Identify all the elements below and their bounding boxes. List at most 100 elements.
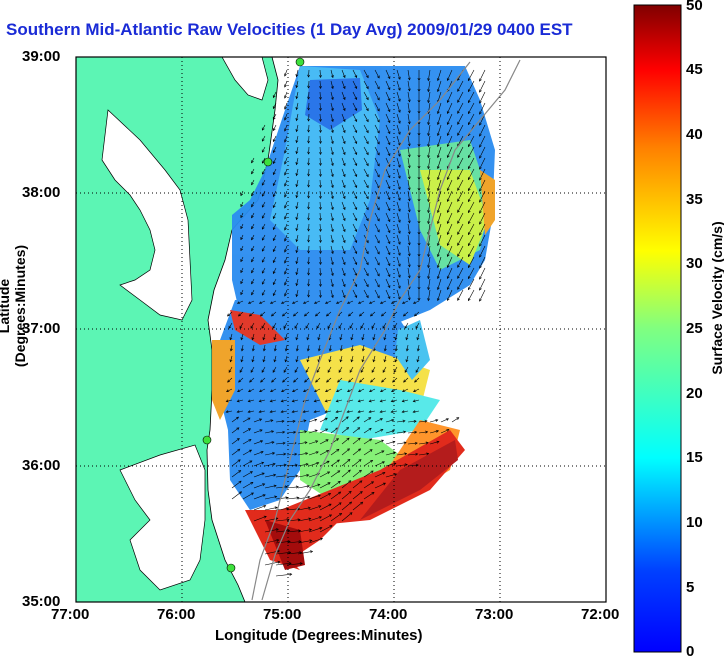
velocity-arrow-head (262, 348, 266, 352)
velocity-arrow-head (401, 399, 405, 403)
velocity-arrow (259, 300, 266, 304)
velocity-arrow (468, 102, 475, 114)
velocity-arrow-head (405, 348, 409, 352)
velocity-arrow-head (319, 206, 322, 211)
velocity-arrow-head (319, 195, 322, 200)
velocity-arrow (325, 399, 332, 402)
velocity-arrow (275, 475, 287, 478)
velocity-arrow (348, 377, 354, 383)
velocity-arrow-head (225, 399, 229, 403)
velocity-arrow (341, 102, 346, 111)
velocity-arrow (262, 157, 266, 164)
velocity-arrow-head (240, 359, 244, 363)
velocity-arrow-head (260, 440, 264, 443)
velocity-arrow (359, 311, 365, 317)
velocity-arrow-head (436, 122, 440, 126)
velocity-arrow-head (387, 142, 391, 146)
velocity-arrow-head (342, 206, 346, 211)
velocity-arrow (374, 245, 380, 255)
velocity-arrow-head (251, 171, 254, 175)
velocity-arrow (330, 168, 334, 177)
velocity-arrow (329, 344, 332, 351)
velocity-arrow (231, 491, 242, 500)
velocity-arrow (308, 212, 310, 221)
velocity-arrow (437, 179, 442, 191)
velocity-arrow (330, 113, 334, 122)
velocity-arrow (359, 377, 365, 383)
velocity-arrow-head (307, 228, 311, 232)
velocity-arrow (437, 245, 442, 257)
velocity-arrow-head (404, 369, 408, 373)
velocity-arrow-head (354, 118, 358, 123)
velocity-arrow (417, 333, 420, 340)
velocity-arrow (325, 388, 332, 392)
velocity-arrow-head (407, 143, 411, 147)
velocity-arrow (297, 518, 311, 522)
velocity-arrow (396, 146, 401, 157)
velocity-arrow-head (307, 173, 311, 177)
velocity-arrow-head (237, 448, 241, 452)
velocity-arrow-head (390, 301, 395, 304)
x-tick: 76:00 (157, 606, 196, 623)
velocity-arrow-head (368, 417, 372, 420)
velocity-arrow-head (354, 74, 358, 79)
velocity-arrow (242, 449, 252, 456)
velocity-arrow-head (417, 100, 421, 104)
velocity-arrow-head (240, 215, 244, 219)
velocity-arrow (296, 80, 299, 88)
velocity-arrow-head (427, 287, 431, 291)
velocity-arrow (296, 179, 299, 187)
velocity-arrow (429, 419, 438, 423)
velocity-arrow (385, 223, 391, 233)
velocity-arrow (428, 157, 431, 169)
velocity-arrow (305, 366, 310, 373)
velocity-arrow (308, 419, 317, 423)
velocity-arrow-head (240, 292, 244, 296)
velocity-arrow-head (284, 183, 287, 187)
velocity-arrow (374, 102, 380, 112)
velocity-arrow-head (336, 459, 340, 463)
velocity-arrow (273, 234, 277, 241)
velocity-arrow-head (284, 348, 288, 352)
velocity-arrow (429, 430, 439, 434)
velocity-arrow (308, 201, 310, 210)
velocity-arrow (296, 69, 299, 77)
velocity-arrow (250, 366, 255, 373)
velocity-arrow (363, 438, 372, 445)
velocity-arrow-head (415, 452, 419, 456)
velocity-arrow-head (310, 550, 314, 554)
velocity-arrow-head (307, 261, 311, 265)
velocity-arrow-head (407, 231, 411, 235)
velocity-arrow-head (380, 439, 384, 443)
velocity-arrow-head (348, 313, 351, 317)
velocity-arrow (380, 300, 387, 304)
velocity-arrow-head (324, 417, 328, 421)
velocity-arrow-head (446, 143, 450, 147)
velocity-arrow (374, 135, 380, 145)
velocity-arrow-head (314, 429, 318, 433)
velocity-arrow-head (365, 196, 369, 200)
velocity-arrow-head (427, 78, 431, 82)
velocity-arrow (468, 157, 475, 169)
velocity-arrow-head (294, 325, 298, 329)
velocity-arrow-head (359, 480, 363, 484)
velocity-arrow-head (417, 276, 421, 280)
velocity-arrow-head (330, 86, 334, 90)
velocity-arrow (275, 431, 285, 434)
velocity-arrow-head (271, 313, 274, 317)
velocity-arrow (352, 501, 363, 511)
velocity-arrow (308, 505, 321, 511)
velocity-arrow-head (357, 427, 361, 431)
velocity-arrow-head (271, 430, 275, 434)
velocity-arrow (414, 377, 420, 383)
velocity-arrow-head (337, 480, 341, 484)
velocity-arrow-head (330, 218, 334, 222)
velocity-arrow-head (457, 154, 460, 158)
velocity-arrow-head (250, 481, 254, 485)
velocity-arrow (319, 471, 330, 478)
velocity-arrow (292, 399, 299, 402)
velocity-arrow (308, 245, 310, 254)
velocity-arrow-head (412, 301, 417, 304)
velocity-arrow (352, 469, 362, 478)
